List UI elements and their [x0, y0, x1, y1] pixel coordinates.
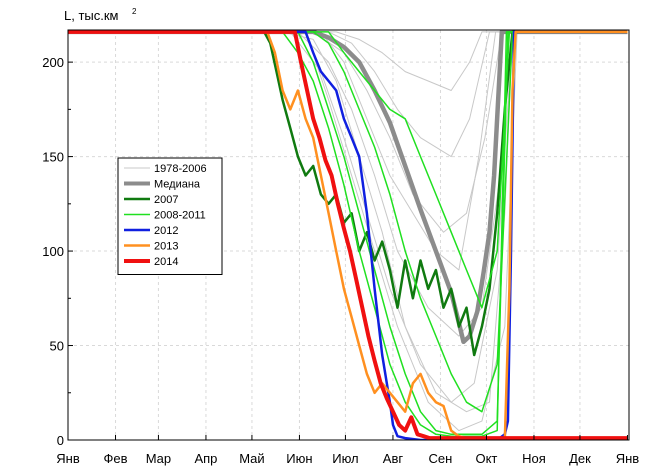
series-3	[68, 31, 628, 437]
x-tick-label: Фев	[104, 451, 128, 466]
series-line	[68, 30, 628, 440]
series-lines	[68, 30, 628, 440]
legend-label: 2012	[154, 225, 178, 237]
series-line	[68, 31, 628, 309]
legend-label: 2013	[154, 241, 178, 253]
legend-label: 2014	[154, 256, 178, 268]
x-tick-label: Ноя	[522, 451, 546, 466]
x-tick-label: Май	[239, 451, 264, 466]
series-2	[68, 30, 628, 357]
series-5	[68, 30, 628, 440]
x-tick-label: Июл	[332, 451, 358, 466]
x-tick-label: Апр	[194, 451, 217, 466]
legend-label: Медиана	[154, 179, 201, 191]
legend-label: 2007	[154, 194, 178, 206]
y-axis-label: L, тыс.км 2	[64, 7, 137, 23]
y-axis-label-superscript: 2	[132, 7, 137, 16]
x-tick-label: Дек	[569, 451, 591, 466]
series-line	[68, 31, 628, 437]
y-tick-label: 100	[42, 244, 64, 259]
x-tick-label: Окт	[475, 451, 497, 466]
y-tick-label: 0	[57, 433, 64, 448]
x-tick-label: Янв	[616, 451, 640, 466]
plot-frame	[67, 29, 630, 441]
x-tick-label: Мар	[146, 451, 171, 466]
series-line	[68, 30, 628, 440]
series-line	[68, 31, 628, 158]
series-6	[68, 30, 628, 440]
legend-label: 2008-2011	[154, 210, 206, 222]
y-axis-label-text: L, тыс.км	[64, 8, 119, 23]
series-line	[68, 31, 628, 436]
y-tick-label: 200	[42, 55, 64, 70]
x-tick-label: Янв	[56, 451, 80, 466]
axes: 0 50 100 150 200 Янв Фев Мар Апр Май Июн Июл Авг Сен О…	[42, 55, 639, 466]
x-tick-label: Июн	[286, 451, 312, 466]
series-line	[68, 31, 628, 413]
series-line	[68, 31, 628, 91]
series-line	[68, 30, 628, 357]
series-line	[68, 31, 628, 403]
series-1	[68, 30, 628, 345]
y-tick-label: 150	[42, 150, 64, 165]
legend: 1978-2006 Медиана 2007 2008-2011 2012 2013 201…	[117, 157, 223, 275]
series-line	[68, 31, 628, 271]
y-tick-label: 50	[50, 339, 64, 354]
x-tick-label: Сен	[429, 451, 453, 466]
legend-label: 1978-2006	[154, 163, 207, 175]
legend-box	[117, 157, 223, 275]
series-line	[68, 30, 628, 345]
series-line	[68, 31, 628, 432]
x-tick-label: Авг	[383, 451, 404, 466]
